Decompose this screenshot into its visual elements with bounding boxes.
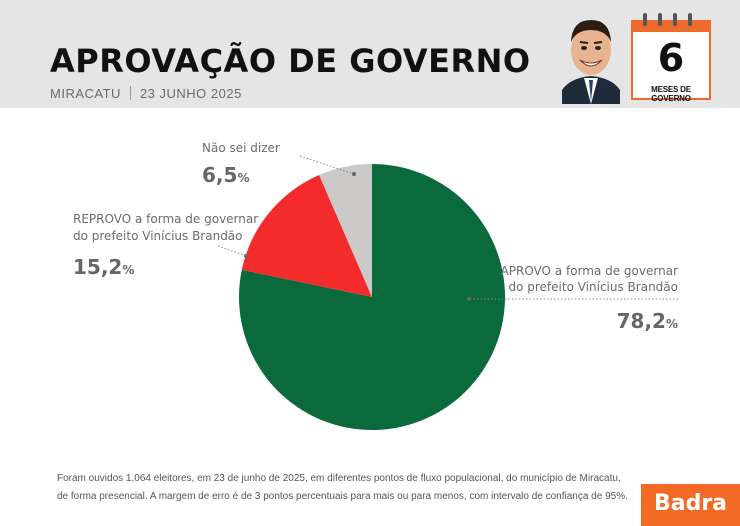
- slice-value-approve: 78,2%: [616, 309, 678, 333]
- leader-line-approve-dot: [467, 297, 471, 301]
- slice-label-disapprove-line2: do prefeito Vinícius Brandão: [73, 229, 243, 243]
- calendar-label: MESES DE GOVERNO: [651, 85, 691, 103]
- brand-logo: Badra: [641, 484, 740, 526]
- calendar-ring-icon: [688, 13, 692, 26]
- date-label: 23 JUNHO 2025: [139, 86, 242, 101]
- leader-line-disapprove-dot: [244, 254, 248, 258]
- methodology-line-2: de forma presencial. A margem de erro é …: [57, 491, 628, 502]
- subtitle-divider: [129, 86, 131, 100]
- pie-slice-unsure: [319, 164, 372, 297]
- pie-slice-disapprove: [241, 174, 372, 297]
- leader-line-disapprove: [217, 245, 247, 257]
- page-title: APROVAÇÃO DE GOVERNO: [50, 42, 531, 80]
- slice-value-unsure: 6,5%: [202, 163, 250, 187]
- leader-line-unsure: [299, 155, 355, 175]
- leader-line-unsure-dot: [352, 172, 356, 176]
- slice-label-unsure: Não sei dizer: [202, 141, 280, 155]
- header-band: APROVAÇÃO DE GOVERNO MIRACATU 23 JUNHO 20…: [0, 0, 740, 108]
- slice-value-disapprove: 15,2%: [73, 255, 135, 279]
- slice-label-approve-line1: APROVO a forma de governar: [500, 264, 678, 278]
- calendar-ring-icon: [673, 13, 677, 26]
- calendar-number: 6: [657, 36, 685, 80]
- mayor-caricature-icon: [562, 20, 620, 104]
- methodology-note: Foram ouvidos 1.064 eleitores, em 23 de …: [57, 470, 628, 506]
- methodology-line-1: Foram ouvidos 1.064 eleitores, em 23 de …: [57, 473, 621, 484]
- calendar-ring-icon: [643, 13, 647, 26]
- city-label: MIRACATU: [50, 86, 121, 101]
- slice-label-disapprove-line1: REPROVO a forma de governar: [73, 212, 259, 226]
- calendar-header-bar: [633, 22, 709, 32]
- subtitle: MIRACATU 23 JUNHO 2025: [50, 86, 242, 101]
- calendar-ring-icon: [658, 13, 662, 26]
- slice-label-approve-line2: do prefeito Vinícius Brandão: [508, 280, 678, 294]
- calendar-badge: 6 MESES DE GOVERNO: [631, 13, 711, 103]
